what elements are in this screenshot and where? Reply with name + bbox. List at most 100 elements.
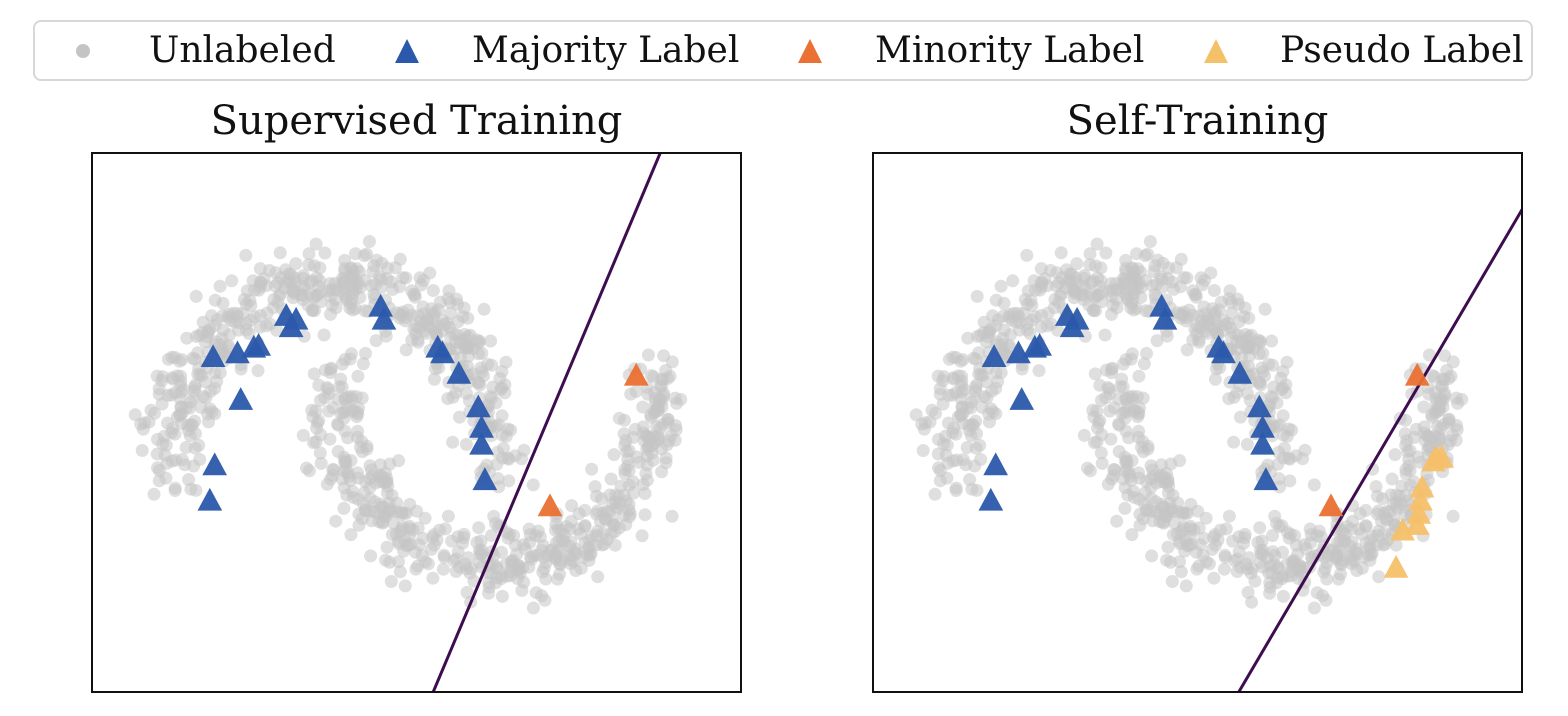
unlabeled-point bbox=[1178, 544, 1192, 558]
unlabeled-point bbox=[410, 504, 424, 518]
unlabeled-point bbox=[499, 429, 513, 443]
unlabeled-point bbox=[1224, 295, 1238, 309]
plot-frame bbox=[91, 152, 742, 693]
unlabeled-point bbox=[1124, 301, 1138, 315]
unlabeled-point bbox=[337, 450, 351, 464]
unlabeled-point bbox=[1180, 271, 1194, 285]
unlabeled-point bbox=[380, 540, 394, 554]
unlabeled-point bbox=[1363, 553, 1377, 567]
unlabeled-point bbox=[1196, 548, 1210, 562]
unlabeled-point bbox=[1088, 291, 1102, 305]
unlabeled-point bbox=[618, 438, 632, 452]
decision-boundary-line bbox=[1236, 207, 1523, 693]
unlabeled-point bbox=[438, 522, 452, 536]
unlabeled-point bbox=[626, 431, 640, 444]
unlabeled-point bbox=[335, 357, 349, 371]
unlabeled-point bbox=[1191, 504, 1205, 518]
unlabeled-point bbox=[337, 481, 351, 495]
unlabeled-point bbox=[335, 380, 349, 394]
unlabeled-point bbox=[485, 529, 498, 542]
unlabeled-point bbox=[1252, 347, 1266, 361]
unlabeled-point bbox=[273, 246, 287, 260]
unlabeled-point bbox=[1067, 285, 1081, 299]
unlabeled-point bbox=[1207, 571, 1221, 585]
unlabeled-point bbox=[351, 369, 365, 383]
unlabeled-point bbox=[175, 353, 189, 367]
unlabeled-point bbox=[1133, 507, 1147, 521]
unlabeled-point bbox=[453, 410, 466, 424]
unlabeled-point bbox=[1112, 418, 1126, 432]
unlabeled-point bbox=[225, 274, 239, 288]
majority-label-point bbox=[197, 487, 223, 511]
unlabeled-point bbox=[360, 247, 374, 261]
unlabeled-point bbox=[1242, 311, 1256, 325]
unlabeled-point bbox=[1304, 528, 1318, 542]
unlabeled-point bbox=[994, 279, 1008, 293]
unlabeled-point bbox=[947, 372, 961, 386]
unlabeled-point bbox=[1334, 567, 1347, 581]
unlabeled-point bbox=[1407, 431, 1421, 444]
unlabeled-point bbox=[638, 487, 652, 500]
unlabeled-point bbox=[460, 585, 474, 599]
unlabeled-point bbox=[1230, 565, 1244, 578]
unlabeled-point bbox=[1070, 257, 1084, 271]
unlabeled-point bbox=[393, 307, 407, 321]
unlabeled-point bbox=[1040, 319, 1054, 333]
unlabeled-point bbox=[566, 554, 580, 568]
unlabeled-point bbox=[430, 533, 444, 547]
unlabeled-point bbox=[318, 363, 332, 377]
unlabeled-point bbox=[303, 276, 317, 290]
unlabeled-point bbox=[1147, 265, 1161, 279]
unlabeled-point bbox=[982, 326, 996, 340]
plot-frame bbox=[872, 152, 1523, 693]
unlabeled-point bbox=[1054, 246, 1068, 260]
unlabeled-point bbox=[1130, 390, 1144, 404]
unlabeled-point bbox=[296, 428, 310, 442]
unlabeled-point bbox=[1132, 407, 1146, 421]
unlabeled-point bbox=[189, 329, 203, 343]
unlabeled-point bbox=[155, 397, 169, 411]
unlabeled-point bbox=[1428, 370, 1442, 384]
unlabeled-point bbox=[1333, 534, 1347, 548]
unlabeled-point bbox=[1118, 464, 1132, 478]
unlabeled-point bbox=[1254, 555, 1267, 569]
unlabeled-point bbox=[1093, 414, 1107, 428]
unlabeled-point bbox=[1094, 446, 1108, 460]
unlabeled-point bbox=[1099, 246, 1113, 260]
unlabeled-point bbox=[1051, 323, 1065, 337]
unlabeled-point bbox=[1234, 410, 1247, 424]
unlabeled-point bbox=[495, 589, 509, 603]
unlabeled-point bbox=[477, 302, 491, 316]
unlabeled-point bbox=[364, 549, 378, 563]
unlabeled-point bbox=[1125, 528, 1139, 542]
unlabeled-point bbox=[1179, 579, 1193, 593]
unlabeled-point bbox=[529, 586, 543, 600]
unlabeled-point bbox=[1217, 562, 1231, 576]
unlabeled-point bbox=[931, 447, 945, 461]
unlabeled-point bbox=[1180, 343, 1194, 357]
unlabeled-point bbox=[646, 453, 660, 467]
unlabeled-point bbox=[201, 326, 215, 340]
plot-area bbox=[909, 207, 1523, 693]
unlabeled-point bbox=[1015, 362, 1029, 376]
unlabeled-point bbox=[189, 378, 202, 392]
unlabeled-point bbox=[251, 364, 265, 378]
plot-area bbox=[128, 152, 688, 693]
unlabeled-legend-marker bbox=[63, 22, 103, 79]
unlabeled-point bbox=[1175, 507, 1189, 521]
unlabeled-point bbox=[443, 295, 457, 309]
majority-label-point bbox=[1211, 340, 1236, 364]
unlabeled-point bbox=[548, 547, 562, 561]
unlabeled-point bbox=[180, 331, 194, 345]
unlabeled-point bbox=[1225, 330, 1239, 344]
majority-label-point bbox=[1027, 333, 1052, 356]
unlabeled-point bbox=[588, 480, 602, 494]
unlabeled-point bbox=[313, 261, 327, 275]
pseudo-label-point bbox=[1408, 487, 1433, 511]
unlabeled-point bbox=[1266, 529, 1279, 542]
majority-label-point bbox=[1247, 394, 1272, 418]
unlabeled-point bbox=[1293, 562, 1307, 576]
unlabeled-point bbox=[1164, 555, 1178, 569]
unlabeled-point bbox=[374, 281, 388, 295]
unlabeled-point bbox=[187, 391, 201, 405]
